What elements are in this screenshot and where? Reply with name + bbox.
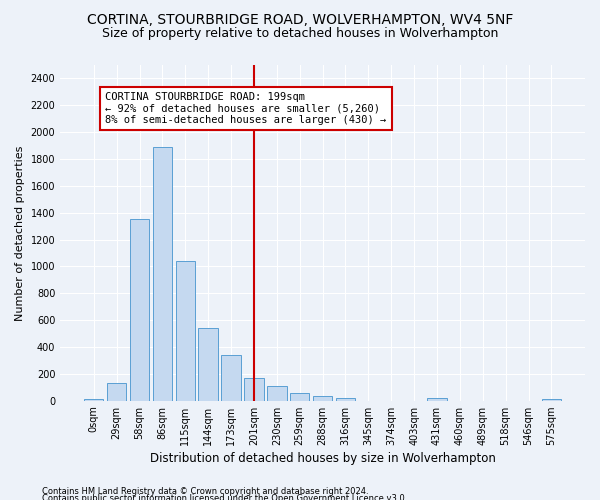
Bar: [176, 261, 195, 400]
Text: CORTINA, STOURBRIDGE ROAD, WOLVERHAMPTON, WV4 5NF: CORTINA, STOURBRIDGE ROAD, WOLVERHAMPTON…: [87, 12, 513, 26]
Bar: [130, 220, 149, 400]
Text: CORTINA STOURBRIDGE ROAD: 199sqm
← 92% of detached houses are smaller (5,260)
8%: CORTINA STOURBRIDGE ROAD: 199sqm ← 92% o…: [105, 92, 386, 125]
Text: Size of property relative to detached houses in Wolverhampton: Size of property relative to detached ho…: [102, 28, 498, 40]
Y-axis label: Number of detached properties: Number of detached properties: [15, 145, 25, 320]
Bar: [244, 378, 263, 400]
Bar: [199, 328, 218, 400]
Bar: [290, 392, 310, 400]
Bar: [542, 398, 561, 400]
Bar: [107, 383, 127, 400]
Bar: [313, 396, 332, 400]
Bar: [152, 147, 172, 401]
Bar: [427, 398, 447, 400]
Text: Contains HM Land Registry data © Crown copyright and database right 2024.: Contains HM Land Registry data © Crown c…: [42, 488, 368, 496]
Bar: [84, 398, 103, 400]
Bar: [221, 355, 241, 401]
Bar: [336, 398, 355, 400]
X-axis label: Distribution of detached houses by size in Wolverhampton: Distribution of detached houses by size …: [149, 452, 496, 465]
Text: Contains public sector information licensed under the Open Government Licence v3: Contains public sector information licen…: [42, 494, 407, 500]
Bar: [267, 386, 287, 400]
